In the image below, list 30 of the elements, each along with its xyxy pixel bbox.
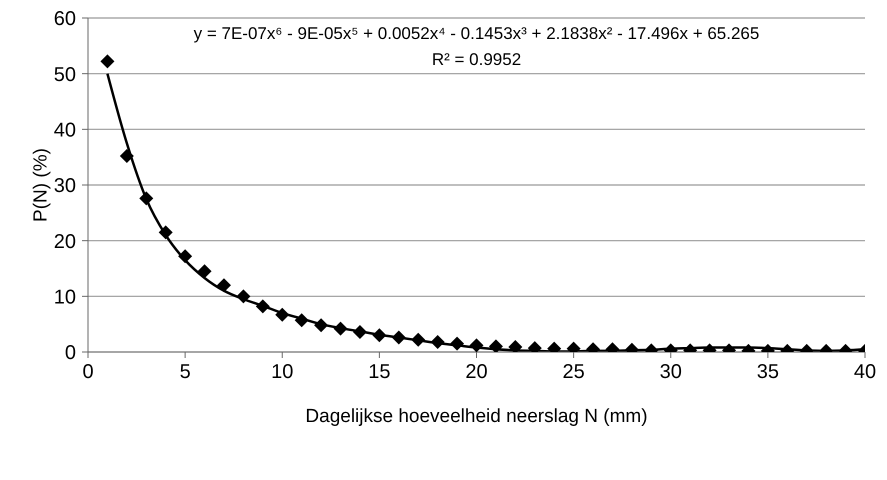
point	[256, 299, 270, 314]
y-tick-label: 10	[54, 286, 76, 308]
y-tick-label: 0	[64, 342, 76, 364]
point	[198, 264, 212, 278]
x-axis-title: Dagelijkse hoeveelheid neerslag N (mm)	[305, 406, 648, 427]
point	[178, 249, 192, 264]
point	[508, 340, 522, 352]
point	[120, 149, 134, 164]
y-tick-label: 20	[54, 230, 76, 253]
x-tick-label: 15	[368, 361, 390, 384]
x-tick-label: 5	[180, 361, 191, 384]
x-tick-label: 20	[465, 361, 488, 384]
y-tick-label: 60	[54, 8, 76, 30]
x-tick-label: 35	[756, 361, 779, 384]
annotation: R² = 0.9952	[432, 50, 522, 69]
y-tick-label: 40	[54, 119, 76, 142]
point	[158, 225, 173, 240]
point	[216, 278, 231, 292]
x-tick-label: 10	[271, 361, 294, 384]
y-tick-label: 30	[54, 175, 76, 198]
x-tick-label: 40	[854, 361, 876, 384]
x-tick-label: 0	[82, 361, 94, 384]
annotation: y = 7E-07x⁶ - 9E-05x⁵ + 0.0052x⁴ - 0.1453x³ + 2.1838x² - 17.496x + 65.265	[194, 24, 760, 43]
y-tick-label: 50	[54, 64, 76, 86]
point	[236, 289, 250, 304]
point	[488, 339, 503, 352]
y-axis-title: P(N) (%)	[30, 148, 52, 222]
x-tick-label: 25	[562, 361, 585, 384]
point	[139, 191, 154, 206]
x-tick-label: 30	[660, 361, 682, 384]
